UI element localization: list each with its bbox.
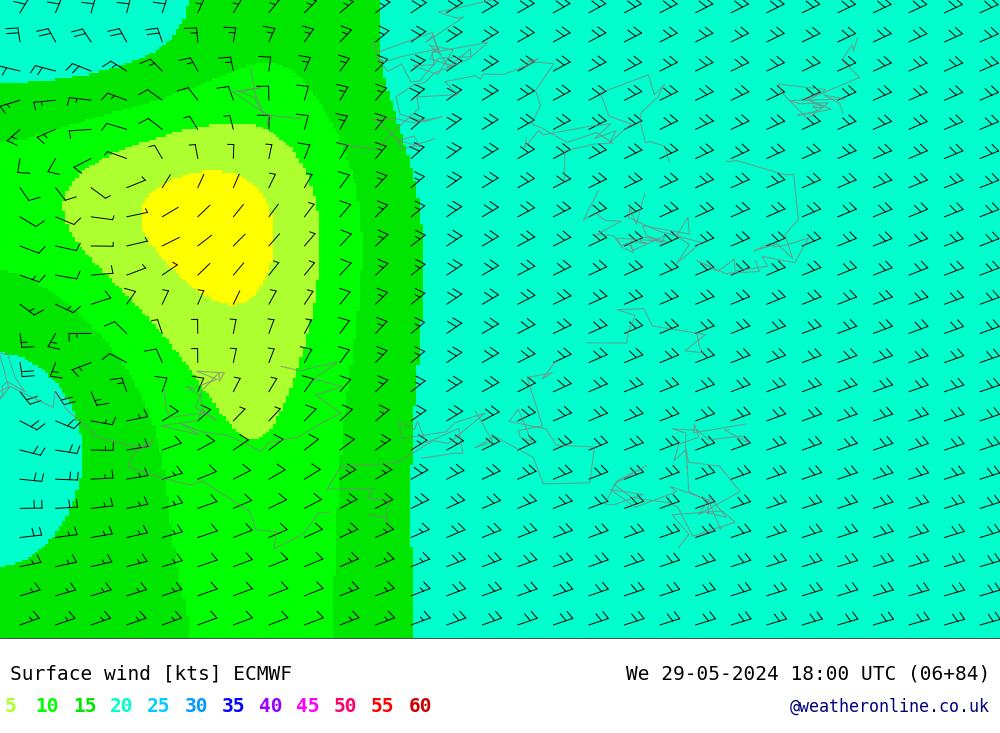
Text: 40: 40	[259, 697, 283, 716]
Text: 20: 20	[110, 697, 134, 716]
Text: @weatheronline.co.uk: @weatheronline.co.uk	[790, 698, 990, 716]
Text: 35: 35	[222, 697, 245, 716]
Text: 5: 5	[4, 697, 16, 716]
Text: 30: 30	[185, 697, 208, 716]
Text: 55: 55	[371, 697, 394, 716]
Text: 10: 10	[36, 697, 59, 716]
Text: 50: 50	[334, 697, 357, 716]
Text: 15: 15	[73, 697, 96, 716]
Text: We 29-05-2024 18:00 UTC (06+84): We 29-05-2024 18:00 UTC (06+84)	[626, 664, 990, 683]
Text: 25: 25	[147, 697, 171, 716]
Text: Surface wind [kts] ECMWF: Surface wind [kts] ECMWF	[10, 664, 292, 683]
Text: 60: 60	[408, 697, 432, 716]
Text: 45: 45	[296, 697, 320, 716]
